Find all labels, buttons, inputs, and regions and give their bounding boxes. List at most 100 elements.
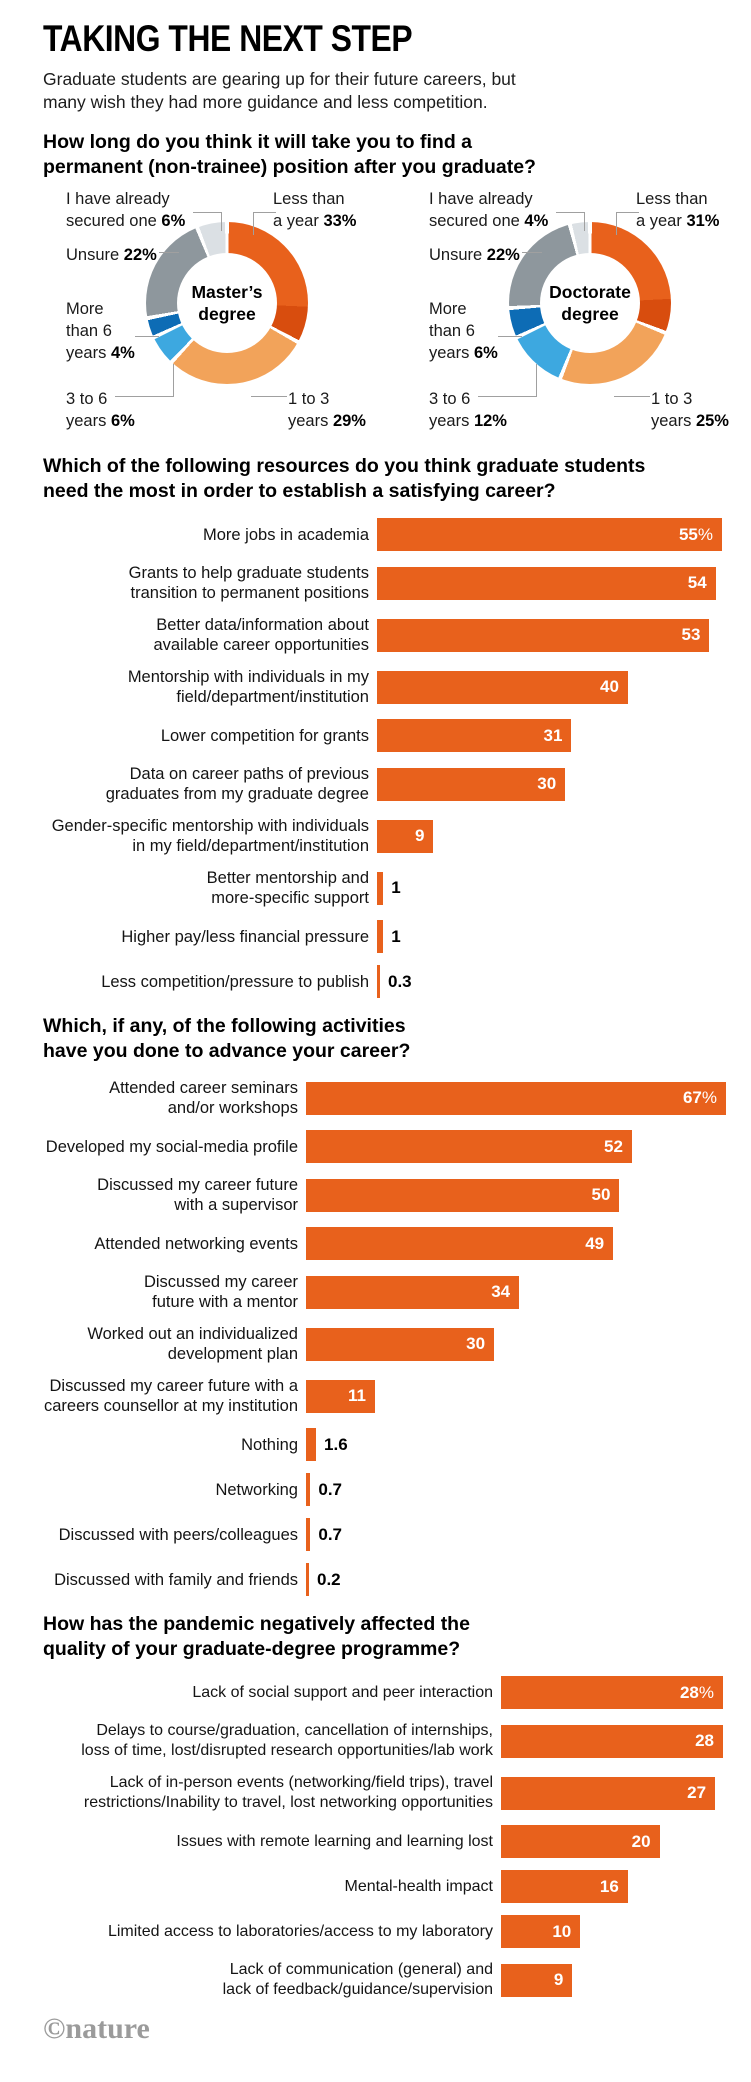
bar-track: 9 <box>377 819 722 853</box>
bar-label: Lack of social support and peer interact… <box>192 1683 493 1701</box>
slice-callout: Unsure 22% <box>429 246 520 264</box>
bar-track: 30 <box>306 1327 726 1361</box>
bar-label: Lower competition for grants <box>160 726 369 745</box>
bar-row: Better mentorship and more-specific suppo… <box>43 868 738 908</box>
bar: 53 <box>377 618 710 652</box>
bar-value: 0.3 <box>388 971 412 991</box>
bar: 34 <box>306 1275 520 1309</box>
bar-track: 20 <box>501 1825 723 1858</box>
bar-label: Discussed my career future with a mentor <box>143 1273 298 1311</box>
bar: 28% <box>501 1676 723 1709</box>
bar-label: Discussed with family and friends <box>54 1570 298 1589</box>
bar-row: Discussed my career future with a careers… <box>43 1376 738 1416</box>
bar-value: 10 <box>552 1921 572 1941</box>
callout-connector <box>135 336 159 337</box>
bar-track: 54 <box>377 566 722 600</box>
bar-row: Grants to help graduate students transiti… <box>43 563 738 603</box>
bar-track: 0.7 <box>306 1473 726 1506</box>
bar-value: 52 <box>604 1136 623 1156</box>
bar-track: 28 <box>501 1724 723 1758</box>
slice-callout: 3 to 6 years 12% <box>429 390 507 430</box>
bar: 52 <box>306 1130 632 1163</box>
bar-track: 10 <box>501 1915 723 1948</box>
bar-row: Higher pay/less financial pressure 1 <box>43 920 738 953</box>
bar-value: 30 <box>537 774 557 793</box>
bar: 30 <box>306 1327 495 1361</box>
bar-row: Mentorship with individuals in my field/d… <box>43 667 738 707</box>
bar-label: Developed my social-media profile <box>45 1137 298 1156</box>
bar: 54 <box>377 566 716 600</box>
bar-track: 28% <box>501 1676 723 1709</box>
bar-value: 0.7 <box>318 1524 342 1544</box>
bar-label: Attended career seminars and/or workshops <box>109 1079 298 1117</box>
section-resources: Which of the following resources do you … <box>43 454 738 998</box>
bar-track: 49 <box>306 1227 726 1260</box>
bar-value: 50 <box>591 1185 611 1204</box>
bar-row: Gender-specific mentorship with individu… <box>43 816 738 856</box>
bar-label: Mental-health impact <box>344 1877 493 1895</box>
infographic: TAKING THE NEXT STEP Graduate students a… <box>43 18 738 2046</box>
bar: 28 <box>501 1724 723 1758</box>
bar-track: 1 <box>377 920 722 953</box>
bar-value: 27 <box>687 1783 707 1802</box>
bar-label: Grants to help graduate students transiti… <box>128 564 369 602</box>
section-activities: Which, if any, of the following activiti… <box>43 1014 738 1596</box>
callout-connector <box>498 336 522 337</box>
donut-center-label: Master’s degree <box>177 253 277 353</box>
bar-label: Limited access to laboratories/access to… <box>107 1922 493 1940</box>
question-heading-resources: Which of the following resources do you … <box>43 455 646 502</box>
slice-callout: More than 6 years 6% <box>429 300 498 362</box>
bar-label: Less competition/pressure to publish <box>101 972 369 991</box>
bar <box>306 1518 311 1551</box>
bar-rows-resources: More jobs in academia 55% Grants to help g… <box>43 518 738 998</box>
bar <box>306 1473 311 1506</box>
bar-value: 0.7 <box>318 1479 342 1499</box>
bar-value: 55% <box>678 524 713 544</box>
bar-row: More jobs in academia 55% <box>43 518 738 551</box>
donut-chart: Master’s degree <box>146 222 308 384</box>
bar-row: Discussed my career future with a mentor 3… <box>43 1272 738 1312</box>
bar-value: 1 <box>391 878 401 897</box>
bar-value: 40 <box>599 677 619 696</box>
section-timeline: How long do you think it will take you t… <box>43 130 738 438</box>
bar-label: Better mentorship and more-specific suppo… <box>206 869 369 907</box>
callout-connector <box>556 212 585 231</box>
bar-row: Less competition/pressure to publish 0.3 <box>43 965 738 998</box>
bar-track: 55% <box>377 518 722 551</box>
slice-callout: 1 to 3 years 29% <box>288 390 366 430</box>
bar-value: 67% <box>682 1088 717 1107</box>
bar-value: 49 <box>585 1233 605 1253</box>
bar-track: 1 <box>377 871 722 905</box>
question-heading-activities: Which, if any, of the following activiti… <box>43 1015 411 1062</box>
question-heading-timeline: How long do you think it will take you t… <box>43 131 536 178</box>
slice-callout: I have already secured one 6% <box>66 190 186 230</box>
callout-connector <box>616 212 639 235</box>
bar-value: 28 <box>695 1731 714 1750</box>
bar: 16 <box>501 1870 628 1903</box>
slice-callout: Unsure 22% <box>66 246 157 264</box>
bar-track: 31 <box>377 719 722 752</box>
bar-track: 0.2 <box>306 1563 726 1596</box>
bar-label: Issues with remote learning and learning… <box>176 1832 493 1850</box>
bar-track: 30 <box>377 767 722 801</box>
callout-connector <box>193 212 222 231</box>
bar-value: 16 <box>599 1876 619 1896</box>
bar-value: 30 <box>466 1334 486 1353</box>
bar-label: Mentorship with individuals in my field/d… <box>127 668 369 706</box>
bar-label: Gender-specific mentorship with individu… <box>51 817 369 855</box>
bar-row: Lack of in-person events (networking/fie… <box>43 1773 738 1813</box>
callout-connector <box>478 364 537 397</box>
bar-value: 34 <box>491 1282 511 1301</box>
slice-callout: Less than a year 31% <box>636 190 720 230</box>
bar-value: 54 <box>687 573 707 592</box>
subtitle: Graduate students are gearing up for the… <box>43 69 516 112</box>
bar-track: 1.6 <box>306 1428 726 1461</box>
bar-label: Discussed my career future with a careers… <box>43 1377 298 1415</box>
bar-label: Worked out an individualized development … <box>87 1325 298 1363</box>
bar: 20 <box>501 1825 660 1858</box>
bar: 27 <box>501 1776 716 1810</box>
bar-track: 0.3 <box>377 965 722 998</box>
bar-row: Lack of communication (general) and lack … <box>43 1960 738 2000</box>
